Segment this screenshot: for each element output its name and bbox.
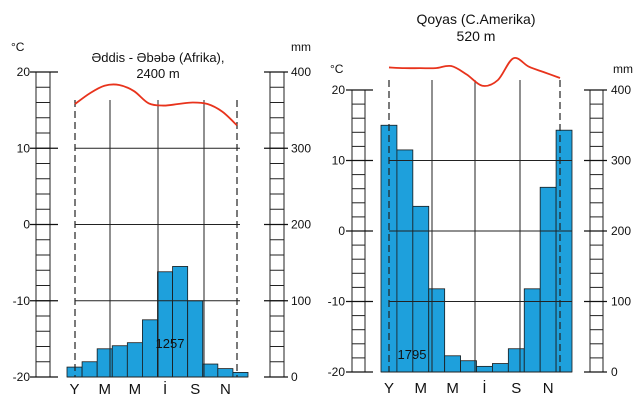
month-label: M [446,380,459,397]
temperature-tick-labels: 20 10 0 -10 -20 [13,65,58,384]
annual-precipitation-label: 1795 [398,347,427,362]
month-label: İ [482,379,486,397]
precipitation-bar [396,149,414,373]
chart-title: Əddis - Əbəbə (Afrika), [92,50,225,65]
temperature-tick-label: -10 [328,295,346,309]
month-label: M [415,380,428,397]
precipitation-bar [476,365,493,373]
climate-chart-goias: Qoyas (C.Amerika) 520 m °C mm 20100-10-2… [328,11,633,397]
temperature-tick-label: -10 [13,294,31,308]
temperature-axis: 20 10 0 -10 -20 [13,65,58,384]
temperature-tick-label: 0 [338,224,345,238]
temperature-tick-labels: 20 10 0 -10 -20 [328,83,373,379]
grid-lines [67,100,248,378]
precipitation-bars [380,124,573,373]
chart-subtitle: 2400 m [136,66,179,81]
precipitation-axis: 400 300 200 100 0 [584,83,631,379]
precipitation-tick-label: 100 [291,294,311,308]
precipitation-bar [555,129,573,373]
precipitation-axis: 400 300 200 100 0 [264,65,311,384]
temperature-tick-label: -20 [13,370,31,384]
month-label: N [220,381,231,397]
temperature-tick-label: 10 [17,141,31,155]
temperature-curve [74,83,238,127]
month-label: Y [70,381,80,397]
precipitation-tick-label: 300 [291,141,311,155]
month-label: İ [163,380,167,397]
temperature-unit: °C [11,40,25,54]
month-label: S [511,380,521,397]
precipitation-bar [507,348,525,373]
climate-chart-addis-ababa: Əddis - Əbəbə (Afrika), 2400 m °C mm 20 1… [11,40,311,397]
precipitation-unit: mm [613,62,633,76]
precipitation-tick-labels: 400 300 200 100 0 [584,83,631,379]
temperature-tick-label: 20 [17,65,31,79]
precipitation-bar [492,363,509,373]
annual-precipitation-label: 1257 [156,336,185,351]
precipitation-tick-label: 200 [611,224,631,238]
temperature-tick-label: 10 [332,154,346,168]
precipitation-tick-label: 400 [291,65,311,79]
chart-title: Qoyas (C.Amerika) [416,11,535,27]
chart-subtitle: 520 m [457,28,496,44]
precipitation-bar [539,186,557,373]
precipitation-unit: mm [291,40,311,54]
temperature-unit: °C [330,62,344,76]
precipitation-bar [157,271,173,378]
precipitation-tick-label: 400 [611,83,631,97]
temperature-axis: 20 10 0 -10 -20 [328,83,373,379]
precipitation-bars [66,266,249,378]
precipitation-bar [217,368,234,378]
month-label: N [543,380,554,397]
precipitation-tick-label: 0 [291,370,298,384]
precipitation-bar [444,355,461,373]
temperature-line [388,57,561,87]
month-label: M [129,381,142,397]
temperature-tick-label: 0 [23,218,30,232]
precipitation-bar [232,372,249,378]
precipitation-bar [81,361,98,378]
precipitation-bar [111,345,128,378]
precipitation-tick-label: 100 [611,295,631,309]
temperature-tick-label: -20 [328,365,346,379]
month-label: S [190,381,200,397]
precipitation-bar [187,300,204,378]
precipitation-tick-labels: 400 300 200 100 0 [264,65,311,384]
precipitation-tick-label: 300 [611,154,631,168]
precipitation-tick-label: 200 [291,218,311,232]
precipitation-bar [202,363,219,378]
grid-lines [381,80,572,373]
precipitation-bar [172,266,189,378]
precipitation-bar [460,360,477,373]
precipitation-bar [126,342,143,378]
month-label: Y [384,380,394,397]
precipitation-tick-label: 0 [611,365,618,379]
month-label: M [98,381,111,397]
temperature-curve [388,57,561,87]
temperature-line [74,83,238,127]
temperature-tick-label: 20 [332,83,346,97]
